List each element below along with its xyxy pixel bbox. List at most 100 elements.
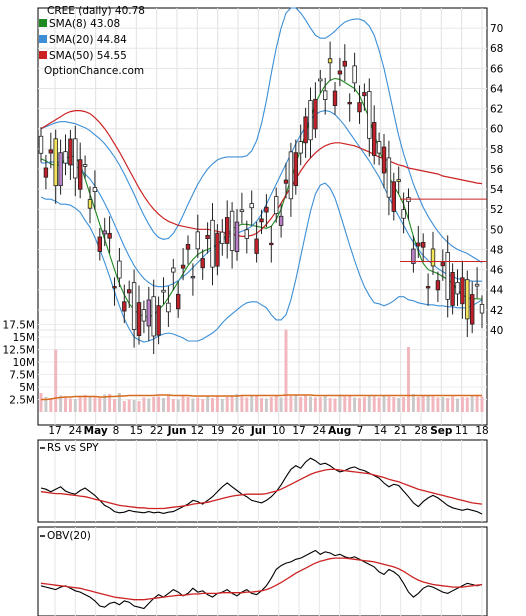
volume-bar	[225, 397, 229, 412]
x-tick-label: 14	[374, 425, 388, 437]
volume-bar	[318, 397, 322, 412]
volume-bar	[108, 394, 112, 412]
obv-panel: OBV(20)	[37, 526, 488, 616]
candle-body	[58, 152, 63, 187]
candle-body	[205, 234, 210, 239]
candle-body	[180, 264, 186, 269]
price-y-tick-label: 66	[490, 63, 504, 75]
candle-body	[288, 151, 294, 200]
price-y-tick-label: 40	[490, 325, 503, 337]
candle-body	[465, 279, 470, 320]
candle-body	[166, 302, 171, 313]
price-y-tick-label: 70	[490, 23, 503, 35]
series-line-sma-20-center	[41, 110, 482, 288]
volume-bar	[49, 398, 53, 412]
volume-bar	[127, 399, 131, 412]
candle-body	[440, 262, 445, 267]
legend-swatch-sma8	[39, 19, 47, 27]
x-tick-label: 17	[48, 425, 61, 437]
x-grid	[54, 8, 483, 425]
volume-bar	[299, 397, 303, 412]
volume-bar	[171, 399, 175, 412]
candle-body	[156, 305, 161, 336]
candle-body	[313, 98, 318, 130]
volume-bar	[456, 398, 459, 412]
volume-bar	[353, 397, 357, 412]
x-tick-label: Jun	[167, 425, 187, 437]
candle-body	[185, 244, 191, 250]
candle-body	[303, 116, 308, 144]
volume-bar	[201, 399, 205, 412]
volume-bar	[59, 395, 63, 412]
volume-bar	[64, 397, 67, 412]
volume-bar	[147, 398, 151, 412]
candle-body	[254, 238, 259, 254]
candle-body	[327, 58, 333, 64]
x-tick-label: 10	[272, 425, 285, 437]
candle-body	[146, 299, 151, 327]
volume-bar	[407, 347, 410, 412]
candle-body	[293, 152, 298, 187]
price-panel: 40 42 44 46 48 50 52 54 56 58 60 62 64 66 68 70 17.5M15…	[3, 5, 504, 426]
candle-body	[200, 258, 205, 269]
volume-bar	[166, 395, 170, 412]
candle-body	[87, 199, 93, 209]
legend-swatch-sma20	[39, 35, 47, 43]
volume-y-tick-label: 15M	[13, 332, 35, 344]
candle-body	[53, 138, 58, 187]
candle-body	[224, 217, 230, 244]
x-tick-label: Sep	[430, 425, 453, 437]
volume-bar	[284, 329, 288, 412]
price-y-tick-label: 52	[490, 204, 503, 216]
candle-body	[239, 209, 245, 213]
price-y-tick-label: 60	[490, 124, 503, 136]
volume-bar	[255, 396, 259, 412]
volume-bar	[264, 398, 268, 412]
volume-bar	[176, 399, 180, 412]
legend-label-sma8: SMA(8) 43.08	[49, 18, 120, 30]
candle-body	[386, 157, 392, 198]
candle-body	[122, 301, 127, 312]
candle-body	[411, 248, 416, 264]
obv-lines	[40, 549, 483, 610]
volume-bar	[211, 398, 214, 412]
volume-bar	[436, 397, 440, 412]
volume-bar	[294, 395, 298, 412]
volume-bar	[279, 397, 283, 412]
candle-body	[117, 260, 122, 279]
rs-grid	[54, 440, 483, 522]
chart-title: CREE (daily) 40.78	[47, 5, 145, 17]
volume-bar	[215, 396, 219, 412]
x-tick-label: 21	[394, 425, 407, 437]
volume-bar	[348, 395, 352, 412]
volume-bar	[446, 398, 450, 412]
price-y-tick-label: 62	[490, 104, 503, 116]
volume-bar	[220, 399, 224, 412]
volume-bar	[470, 396, 474, 412]
candle-body	[479, 303, 485, 314]
candle-body	[318, 78, 323, 82]
candle-body	[210, 219, 215, 268]
candle-body	[357, 102, 362, 113]
legend-label-sma50: SMA(50) 54.55	[49, 50, 127, 62]
price-y-tick-label: 64	[490, 83, 504, 95]
volume-bar	[362, 397, 366, 412]
candle-body	[342, 60, 347, 67]
price-y-tick-label: 48	[490, 244, 503, 256]
rs-panel: RS vs SPY	[37, 439, 488, 523]
candle-body	[401, 209, 406, 219]
volume-bar	[44, 397, 48, 412]
candle-body	[362, 92, 367, 97]
candle-body	[259, 218, 264, 223]
volume-bar	[235, 394, 239, 412]
volume-bar	[397, 398, 401, 412]
x-tick-label: 17	[292, 425, 305, 437]
candle-body	[112, 286, 117, 289]
volume-bar	[181, 395, 185, 412]
candle-body	[367, 91, 372, 139]
price-y-tick-labels: 40 42 44 46 48 50 52 54 56 58 60 62 64 66 68 70	[490, 23, 504, 337]
price-y-tick-label: 56	[490, 164, 504, 176]
series-line-sma-20-upper-band	[40, 7, 483, 263]
candle-body	[332, 90, 338, 106]
volume-bar	[39, 393, 43, 412]
